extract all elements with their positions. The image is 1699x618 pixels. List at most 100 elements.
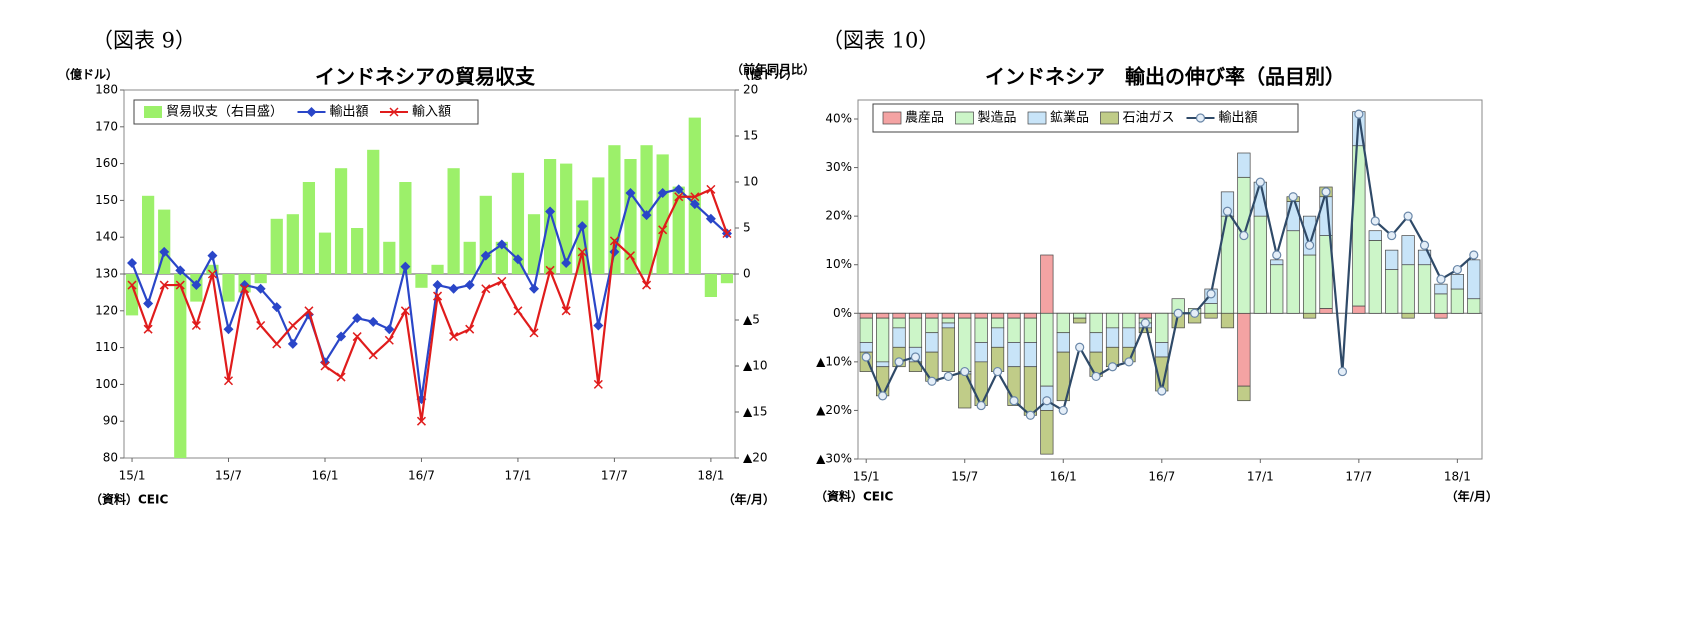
bar [1319,308,1333,314]
marker [642,280,652,290]
marker [448,283,459,294]
bar [892,317,906,329]
marker [674,192,684,202]
bar [399,182,412,274]
y-tick-label: 80 [103,451,118,465]
y2-tick-label: ▲20 [743,451,768,465]
marker [960,366,970,377]
legend-label: 輸入額 [412,105,451,120]
legend-swatch [955,111,974,125]
bar [1434,293,1448,314]
marker [1091,371,1101,382]
marker [465,324,475,334]
y-tick-label: 150 [95,193,118,207]
bar [941,312,955,319]
marker [239,280,250,291]
marker [1387,230,1397,241]
bar [334,168,348,274]
marker [255,283,266,294]
y-tick-label: 160 [95,156,118,170]
bar [1237,176,1251,314]
legend-box [872,103,1299,133]
marker [910,352,921,362]
marker [1370,216,1380,226]
marker [497,276,507,286]
marker [1436,274,1446,284]
marker [304,306,314,316]
marker [1337,366,1348,377]
series-line [865,113,1475,417]
marker [400,306,410,316]
marker [927,376,937,386]
marker [1173,308,1183,318]
bar [1253,215,1267,314]
bar [1023,366,1038,416]
marker [207,250,218,261]
x-axis-unit: （年/月） [723,492,775,507]
bar [941,322,955,329]
marker [143,324,153,334]
bar [367,149,380,274]
marker [416,416,426,426]
bar [1105,327,1120,348]
bar [1023,342,1038,368]
marker [433,291,443,301]
marker [529,283,540,294]
bar [990,327,1005,348]
bar [1417,264,1432,314]
bar [1220,312,1235,329]
bar [383,241,396,274]
bar [1270,259,1284,266]
bar [656,154,669,274]
bar [1385,269,1399,314]
marker [1107,362,1118,372]
marker [432,280,443,291]
bar [1155,342,1169,358]
bar [876,312,890,319]
legend-swatch [144,106,162,118]
bar [1122,312,1136,329]
marker [1419,240,1430,250]
marker [1354,109,1364,119]
marker [1272,250,1282,260]
bar [318,232,332,274]
marker [641,210,652,221]
bar [495,241,508,274]
x-tick-label: 16/1 [1050,470,1077,484]
legend-label: 輸出額 [1219,111,1258,126]
marker [449,332,459,342]
bar [1368,230,1382,241]
bar [1089,312,1103,334]
marker [1222,206,1233,216]
bar [463,241,476,274]
marker [705,213,716,224]
bar [1155,312,1169,343]
y2-tick-label: ▲5 [743,313,760,327]
bar [958,317,972,372]
marker [191,320,201,331]
y-tick-label: 140 [95,230,118,244]
bar [1467,259,1481,300]
bar [958,312,972,319]
marker [673,184,684,195]
marker [722,228,732,239]
bar [1138,312,1152,319]
bar [415,274,428,288]
marker [689,199,700,210]
bar [1401,235,1415,266]
bar [1204,303,1218,314]
marker [577,247,587,257]
bar [859,342,873,353]
bar [876,361,890,368]
marker [175,265,186,276]
bar [624,159,637,274]
bar [527,214,541,274]
marker [943,371,953,382]
bar [1007,342,1021,368]
marker [352,313,363,324]
bar [925,317,939,334]
marker [512,254,523,265]
x-tick-label: 15/7 [951,470,978,484]
bar [925,312,939,319]
